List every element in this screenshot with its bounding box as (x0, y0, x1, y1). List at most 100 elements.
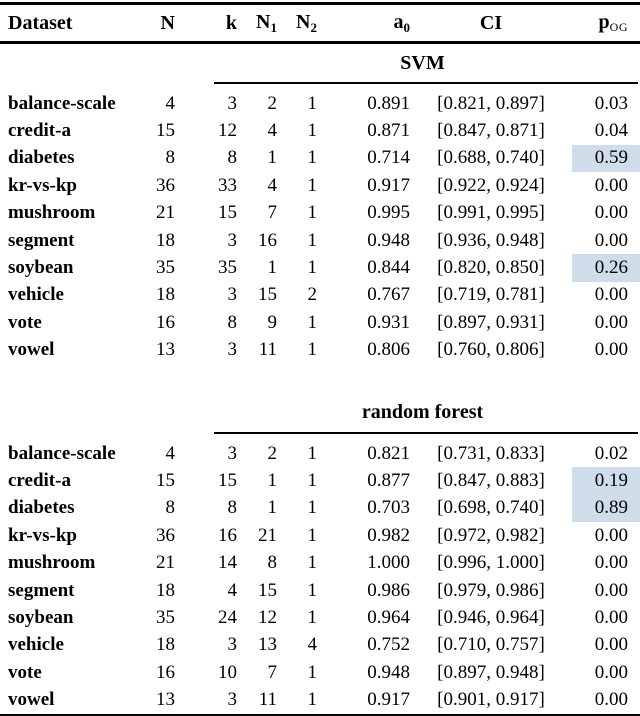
cell-n2: 1 (307, 92, 318, 114)
cell-n2: 1 (307, 524, 318, 546)
section-title-svm: SVM (400, 51, 445, 74)
cell-n1: 7 (267, 661, 278, 683)
cell-k: 14 (218, 552, 237, 574)
cell-n: 4 (165, 92, 176, 114)
cell-dataset: vowel (8, 689, 55, 711)
cell-pog: 0.00 (594, 311, 628, 333)
cell-a0: 0.714 (367, 147, 410, 169)
cell-k: 16 (218, 524, 237, 546)
cell-dataset: vowel (8, 339, 55, 361)
section-title-row-random-forest: random forest (0, 394, 640, 432)
cell-dataset: vote (8, 311, 42, 333)
table-row: mushroom 21 15 7 1 0.995 [0.991, 0.995] 0.00 (0, 200, 640, 227)
cell-n2: 1 (307, 579, 318, 601)
table-row: balance-scale 4 3 2 1 0.821 [0.731, 0.833] 0.02 (0, 440, 640, 467)
section-title-spacer (0, 43, 175, 83)
cell-dataset: soybean (8, 257, 74, 279)
cell-dataset: kr-vs-kp (8, 174, 77, 196)
cell-n1: 12 (258, 606, 277, 628)
cell-pog: 0.00 (594, 661, 628, 683)
cell-a0: 0.931 (367, 311, 410, 333)
column-header-a0-subscript: 0 (403, 19, 411, 35)
cell-n: 36 (156, 174, 175, 196)
cell-dataset: soybean (8, 606, 74, 628)
cell-dataset: balance-scale (8, 92, 116, 114)
cell-ci: [0.760, 0.806] (437, 339, 545, 361)
cell-n: 15 (156, 120, 175, 142)
cell-pog-highlighted: 0.59 (572, 144, 640, 173)
cell-n2: 1 (307, 229, 318, 251)
cell-n1: 13 (258, 634, 277, 656)
cell-n: 18 (156, 284, 175, 306)
cell-a0: 0.964 (367, 606, 410, 628)
cell-k: 3 (227, 284, 238, 306)
cell-k: 24 (218, 606, 237, 628)
column-header-ci: CI (410, 4, 572, 43)
cell-k: 3 (227, 229, 238, 251)
cell-ci: [0.922, 0.924] (437, 174, 545, 196)
cell-n1: 7 (267, 202, 278, 224)
cell-n1: 1 (267, 147, 278, 169)
cell-k: 3 (227, 92, 238, 114)
cell-pog: 0.00 (594, 606, 628, 628)
cell-ci: [0.946, 0.964] (437, 606, 545, 628)
cell-a0: 0.982 (367, 524, 410, 546)
cell-n: 16 (156, 311, 175, 333)
cell-n2: 1 (307, 661, 318, 683)
cell-a0: 0.891 (367, 92, 410, 114)
cell-n1: 11 (258, 689, 277, 711)
section-title-random-forest: random forest (361, 401, 484, 424)
cell-n1: 2 (267, 442, 278, 464)
cell-pog: 0.00 (594, 229, 628, 251)
table-row: vehicle 18 3 15 2 0.767 [0.719, 0.781] 0.00 (0, 282, 640, 309)
cell-pog-highlighted: 0.89 (572, 494, 640, 523)
table-row: soybean 35 24 12 1 0.964 [0.946, 0.964] 0.00 (0, 604, 640, 631)
cell-dataset: mushroom (8, 202, 96, 224)
cell-dataset: diabetes (8, 497, 75, 519)
cell-ci: [0.847, 0.883] (437, 469, 545, 491)
cell-a0: 0.806 (367, 339, 410, 361)
cell-a0: 0.948 (367, 229, 410, 251)
cell-dataset: credit-a (8, 469, 71, 491)
column-header-n2-subscript: 2 (310, 19, 318, 35)
cell-n2: 1 (307, 174, 318, 196)
cell-n2: 2 (307, 284, 318, 306)
cell-dataset: diabetes (8, 147, 75, 169)
cell-a0: 0.703 (367, 497, 410, 519)
cell-n: 15 (156, 469, 175, 491)
cell-k: 3 (227, 442, 238, 464)
cell-ci: [0.820, 0.850] (437, 257, 545, 279)
table-row: mushroom 21 14 8 1 1.000 [0.996, 1.000] 0.00 (0, 549, 640, 576)
cell-n: 18 (156, 579, 175, 601)
cell-k: 4 (227, 579, 238, 601)
cell-a0: 0.995 (367, 202, 410, 224)
cell-pog: 0.03 (594, 92, 628, 114)
table-row: diabetes 8 8 1 1 0.714 [0.688, 0.740] 0.59 (0, 144, 640, 173)
cell-n2: 1 (307, 147, 318, 169)
cell-n1: 16 (258, 229, 277, 251)
cell-n: 21 (156, 552, 175, 574)
table-row: credit-a 15 12 4 1 0.871 [0.847, 0.871] 0.04 (0, 117, 640, 144)
cell-n1: 1 (267, 469, 278, 491)
cell-ci: [0.996, 1.000] (437, 552, 545, 574)
cell-pog: 0.00 (594, 339, 628, 361)
cell-pog: 0.00 (594, 552, 628, 574)
cell-k: 8 (227, 147, 238, 169)
cell-ci: [0.710, 0.757] (437, 634, 545, 656)
section-body-svm: balance-scale 4 3 2 1 0.891 [0.821, 0.897] 0.03… (0, 90, 640, 364)
cell-ci: [0.731, 0.833] (437, 442, 545, 464)
cell-ci: [0.897, 0.931] (437, 311, 545, 333)
table-row: kr-vs-kp 36 16 21 1 0.982 [0.972, 0.982] 0.00 (0, 522, 640, 549)
table-row: vowel 13 3 11 1 0.806 [0.760, 0.806] 0.00 (0, 337, 640, 364)
cell-k: 3 (227, 634, 238, 656)
cell-n2: 1 (307, 202, 318, 224)
cell-n2: 1 (307, 606, 318, 628)
cell-dataset: kr-vs-kp (8, 524, 77, 546)
cell-k: 15 (218, 202, 237, 224)
section-title-row-svm: SVM (0, 43, 640, 83)
table-row: segment 18 4 15 1 0.986 [0.979, 0.986] 0.00 (0, 577, 640, 604)
column-header-k: k (175, 4, 237, 43)
cell-k: 12 (218, 120, 237, 142)
